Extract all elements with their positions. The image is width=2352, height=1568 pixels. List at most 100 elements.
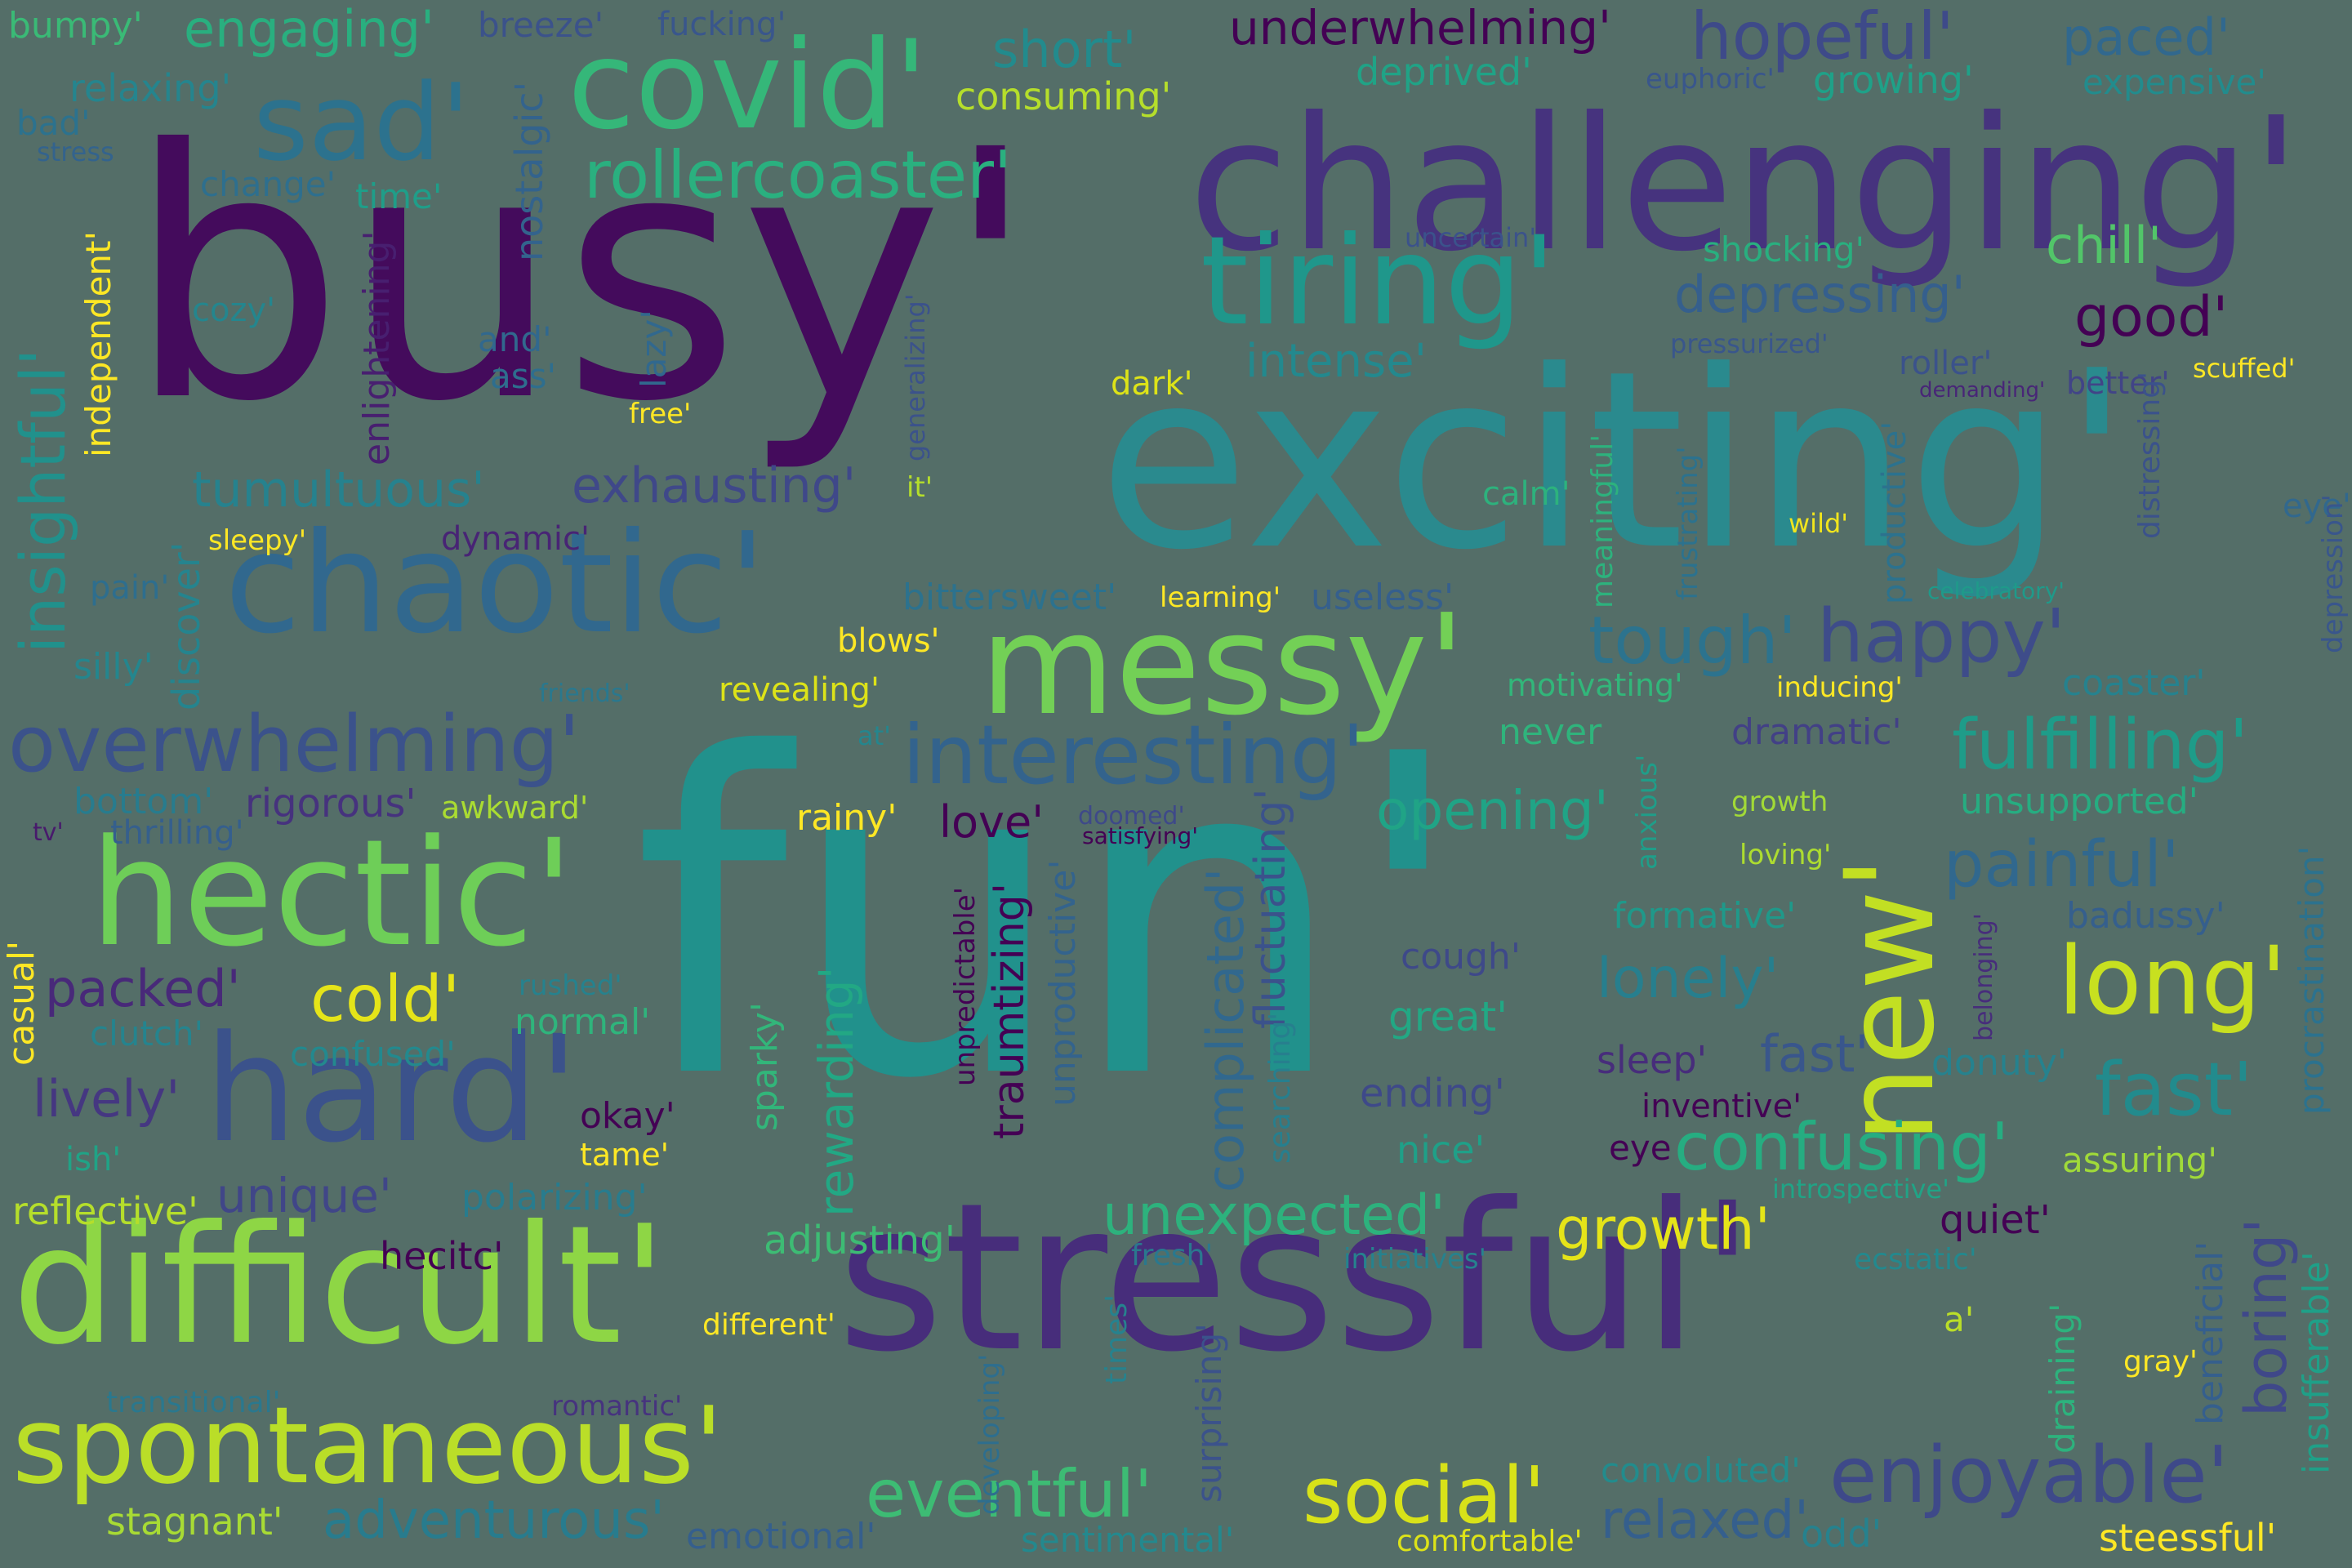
word-belonging: belonging' — [1970, 913, 1998, 1041]
word-exciting: exciting' — [1098, 318, 2131, 604]
word-dramatic: dramatic' — [1731, 711, 1902, 753]
word-stress: stress — [37, 136, 114, 167]
word-bad: bad' — [16, 103, 91, 143]
word-underwhelming: underwhelming' — [1229, 0, 1611, 56]
word-nice: nice' — [1396, 1128, 1486, 1172]
word-enlightening: enlightening' — [356, 230, 398, 466]
word-revealing: revealing' — [719, 671, 880, 709]
word-anxious: anxious' — [1631, 754, 1664, 870]
word-normal: normal' — [514, 1001, 651, 1043]
word-unique: unique' — [216, 1168, 392, 1223]
word-romantic: romantic' — [551, 1390, 683, 1423]
word-donuty: donuty' — [1931, 1042, 2068, 1084]
word-exhausting: exhausting' — [572, 457, 857, 514]
word-short: short' — [992, 20, 1137, 79]
word-cold: cold' — [310, 963, 461, 1036]
word-adjusting: adjusting' — [764, 1218, 956, 1263]
word-growth-small: growth — [1731, 786, 1829, 818]
word-change: change' — [200, 164, 336, 204]
word-euphoric: euphoric' — [1646, 63, 1775, 96]
word-cozy: cozy' — [192, 292, 276, 329]
word-polarizing: polarizing' — [461, 1177, 648, 1218]
word-insufferable: insufferable' — [2296, 1251, 2337, 1474]
word-confusing: confusing' — [1674, 1109, 2009, 1185]
word-silly: silly' — [74, 646, 154, 688]
word-overwhelming: overwhelming' — [8, 700, 581, 790]
word-initiatives: initiatives' — [1343, 1243, 1486, 1276]
word-eye-2: eye — [1609, 1128, 1672, 1168]
word-great: great' — [1388, 993, 1508, 1040]
word-spontaneous: spontaneous' — [12, 1383, 724, 1508]
word-beneficial: beneficial' — [2189, 1241, 2231, 1425]
word-draining: draining' — [2042, 1303, 2082, 1454]
word-unproductive: unproductive' — [1042, 859, 1084, 1107]
word-sleep: sleep' — [1597, 1038, 1708, 1082]
word-hecitc: hecitc' — [380, 1234, 504, 1278]
word-independent: independent' — [78, 230, 118, 457]
word-fast-1: fast' — [2095, 1047, 2253, 1133]
word-paced: paced' — [2062, 7, 2230, 67]
word-traumtizing: traumtizing' — [985, 882, 1034, 1139]
word-and: and' — [478, 319, 552, 359]
word-casual: casual' — [1, 940, 42, 1066]
word-engaging: engaging' — [184, 0, 435, 59]
word-developing: developing' — [973, 1353, 1006, 1515]
word-thrilling: thrilling' — [110, 814, 244, 852]
word-bottom: bottom' — [74, 781, 214, 822]
word-blows: blows' — [837, 622, 940, 660]
word-procrastination: procrastination' — [2292, 845, 2332, 1115]
word-fulfilling: fulfilling' — [1952, 705, 2248, 786]
word-expensive: expensive' — [2082, 62, 2266, 102]
word-love: love' — [939, 796, 1045, 848]
word-relaxing: relaxing' — [69, 66, 232, 110]
word-doomed: doomed' — [1078, 802, 1185, 831]
word-long: long' — [2058, 927, 2287, 1036]
word-pressurized: pressurized' — [1670, 328, 1829, 359]
word-fluctuating: fluctuating' — [1246, 788, 1295, 1029]
word-messy: messy' — [980, 585, 1466, 746]
word-motivating: motivating' — [1507, 667, 1683, 703]
word-lonely: lonely' — [1597, 947, 1780, 1011]
word-depression: depression' — [2317, 494, 2350, 653]
word-tumultuous: tumultuous' — [192, 461, 485, 519]
word-bittersweet: bittersweet' — [902, 577, 1117, 618]
word-packed: packed' — [45, 959, 241, 1018]
word-times: times' — [1100, 1294, 1134, 1384]
word-fast-2: fast' — [1760, 1024, 1869, 1084]
word-unexpected: unexpected' — [1102, 1183, 1446, 1248]
word-inventive: inventive' — [1642, 1088, 1802, 1125]
word-happy: happy' — [1817, 594, 2066, 679]
word-deprived: deprived' — [1356, 50, 1532, 94]
word-okay: okay' — [580, 1095, 675, 1137]
word-growing: growing' — [1813, 58, 1974, 102]
word-celebratory: celebratory' — [1927, 577, 2065, 604]
word-awkward: awkward' — [441, 790, 589, 826]
word-quiet: quiet' — [1940, 1197, 2051, 1243]
word-boring: boring' — [2233, 1218, 2300, 1417]
word-interesting: interesting' — [902, 707, 1365, 803]
word-better: better' — [2066, 365, 2170, 401]
word-chaotic: chaotic' — [225, 503, 767, 665]
word-coaster: coaster' — [2062, 662, 2206, 704]
word-assuring: assuring' — [2062, 1140, 2217, 1180]
word-tough: tough' — [1588, 603, 1797, 679]
word-calm: calm' — [1482, 475, 1570, 513]
word-unsupported: unsupported' — [1960, 781, 2198, 822]
word-intense: intense' — [1245, 335, 1427, 388]
word-tame: tame' — [580, 1137, 670, 1173]
word-meaningful: meaningful' — [1586, 434, 1619, 608]
word-stressful: stressful' — [837, 1159, 1756, 1396]
word-chill: chill' — [2046, 216, 2163, 275]
word-at: at' — [858, 720, 891, 751]
word-lazy: lazy' — [634, 310, 674, 388]
word-surprising: surprising' — [1189, 1323, 1229, 1503]
word-painful: painful' — [1944, 828, 2180, 902]
word-dark: dark' — [1111, 365, 1193, 403]
word-unpredictable: unpredictable' — [949, 886, 982, 1086]
word-covid: covid' — [568, 15, 929, 157]
word-nostalgic: nostalgic' — [507, 81, 551, 261]
word-roller: roller' — [1899, 345, 1993, 382]
word-eye: eye' — [2283, 488, 2351, 525]
word-discover: discover' — [164, 541, 208, 710]
word-time: time' — [355, 176, 443, 216]
